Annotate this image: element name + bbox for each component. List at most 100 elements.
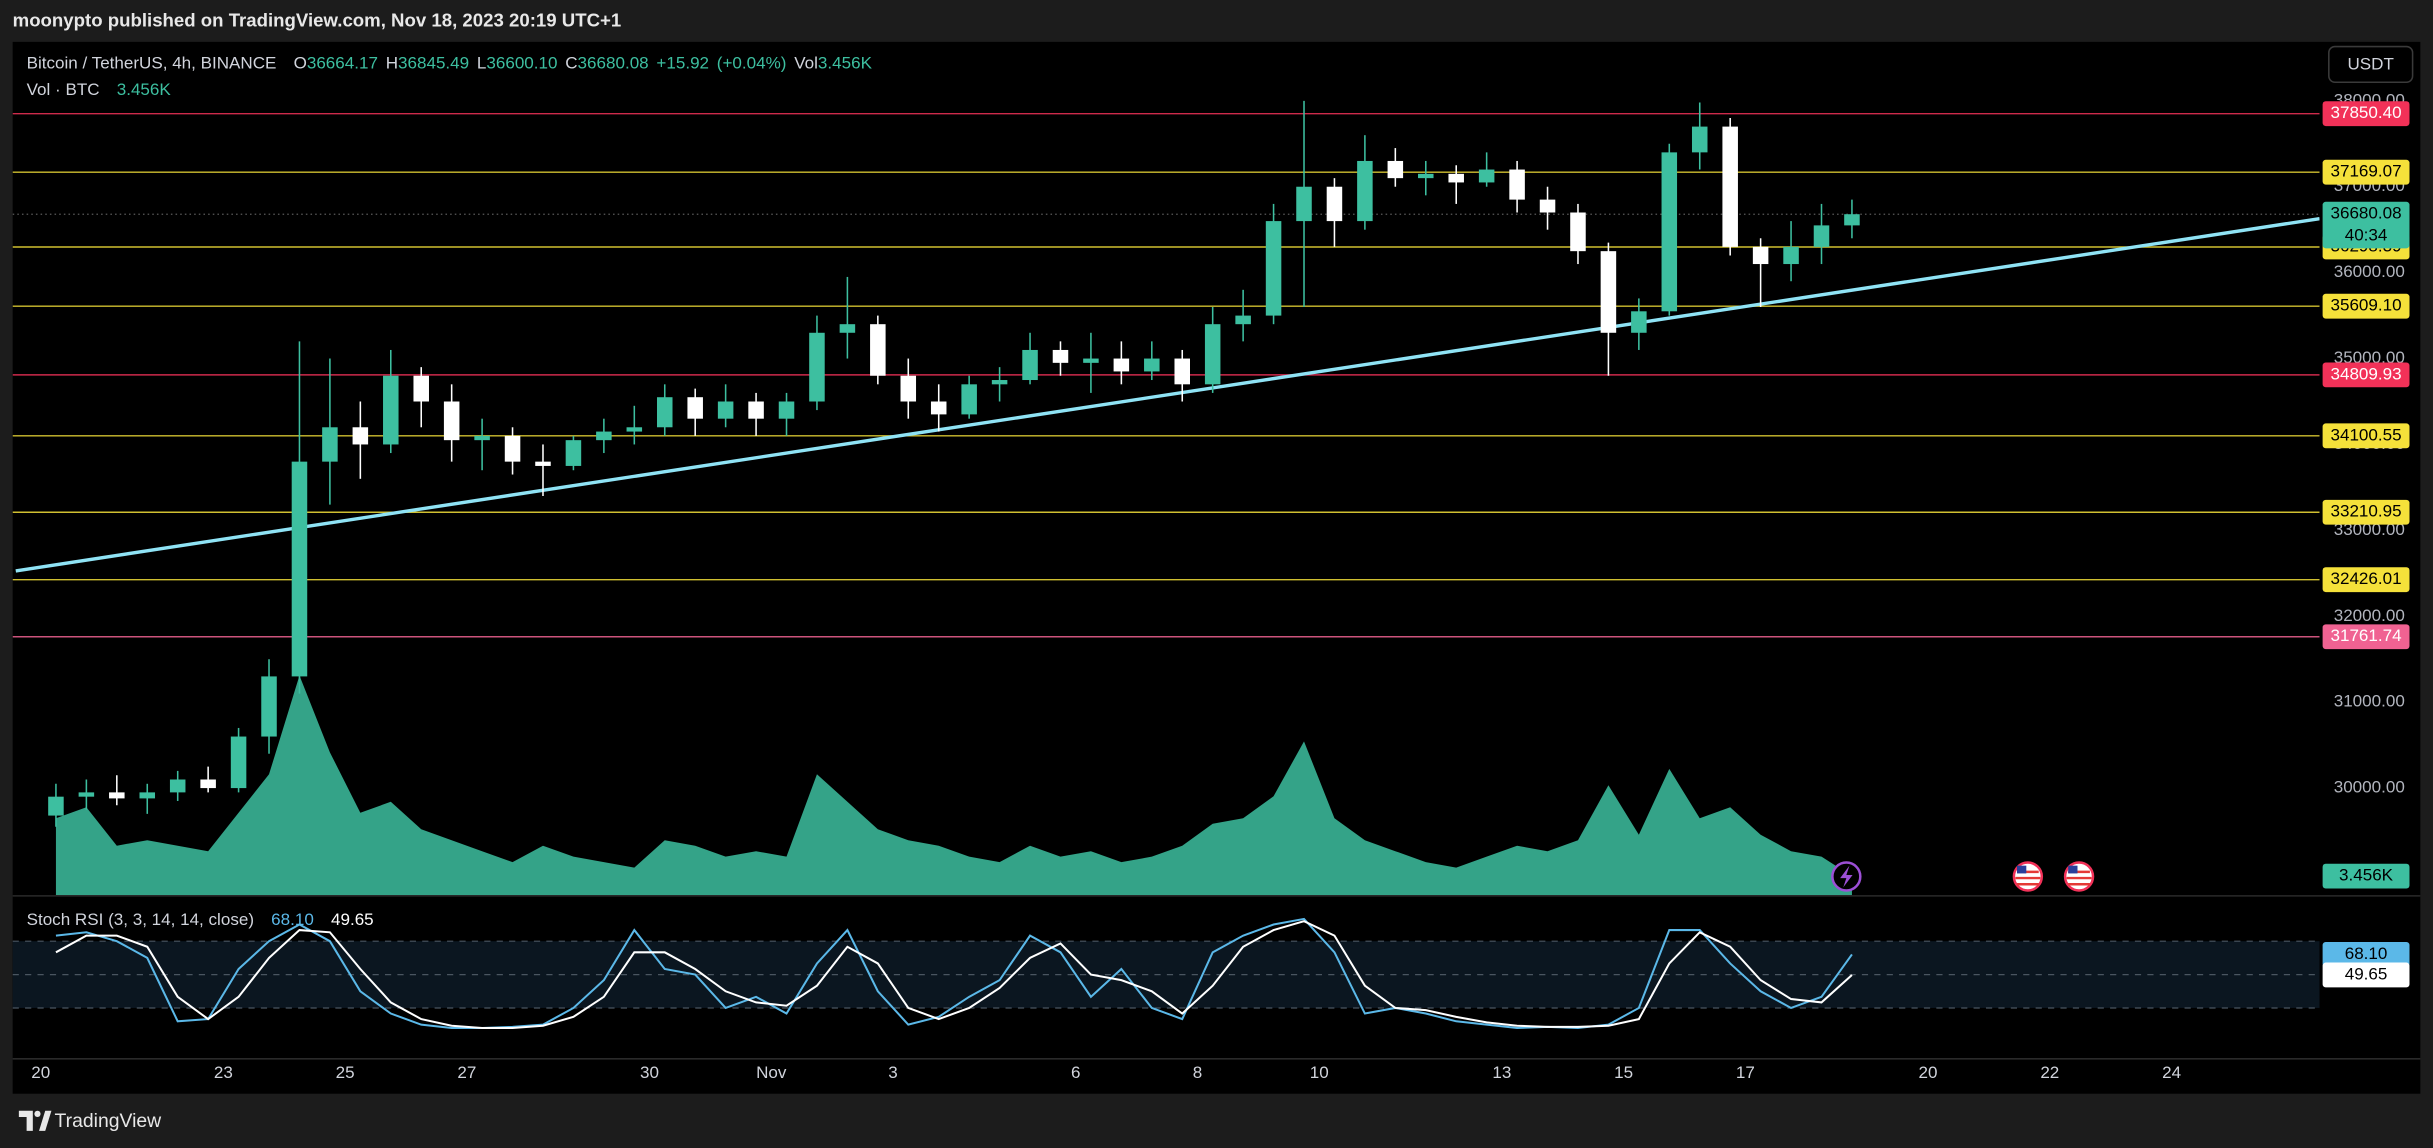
x-tick-label: 13 xyxy=(1492,1063,1511,1082)
level-label-box xyxy=(2322,101,2410,127)
candle-body xyxy=(991,380,1008,385)
candle-body xyxy=(1144,358,1160,372)
legend-prefix: Vol xyxy=(794,53,818,72)
candle-body xyxy=(535,461,551,466)
x-tick-label: 20 xyxy=(31,1063,50,1082)
candle-body xyxy=(1235,315,1251,325)
candle-body xyxy=(1631,311,1647,333)
candle-body xyxy=(322,427,338,462)
event-icons xyxy=(1831,861,2095,892)
logo-mark xyxy=(39,1110,52,1131)
stoch-line xyxy=(55,920,1853,1029)
lightning-bolt xyxy=(1840,865,1853,888)
candle-body xyxy=(1265,221,1282,316)
level-label-box xyxy=(2322,362,2410,388)
legend-value: (+0.04%) xyxy=(717,53,787,72)
x-tick-label: 23 xyxy=(214,1063,233,1082)
candle-body xyxy=(1509,169,1525,200)
stoch-label-box xyxy=(2322,942,2410,967)
candle-body xyxy=(748,401,764,419)
candle-body xyxy=(443,401,460,441)
candle-body xyxy=(413,375,429,402)
candle-body xyxy=(1691,126,1708,153)
legend-items: O36664.17 H36845.49 L36600.10 C36680.08 +15.… xyxy=(294,53,873,72)
last-price-sub: 40:34 xyxy=(2345,225,2388,244)
level-label-text: 37169.07 xyxy=(2330,162,2401,181)
y-tick-label: 36000.00 xyxy=(2334,262,2405,281)
candle-body xyxy=(1174,358,1191,385)
legend-value: 36664.17 xyxy=(307,53,378,72)
price-layer xyxy=(12,100,2320,827)
flag-canton xyxy=(2016,865,2027,874)
stoch-k-value: 68.10 xyxy=(271,909,314,928)
candle-body xyxy=(839,324,856,333)
flag-canton xyxy=(2068,865,2078,874)
last-price-box xyxy=(2322,201,2410,249)
candle-body xyxy=(1478,169,1495,183)
level-label-box xyxy=(2322,624,2410,650)
volume-title: Vol · BTC xyxy=(27,79,100,98)
candle-body xyxy=(1722,126,1738,247)
stoch-label-text: 49.65 xyxy=(2345,964,2388,983)
x-tick-label: 15 xyxy=(1614,1063,1633,1082)
level-label-text: 34100.55 xyxy=(2330,425,2401,444)
axis-layer: 30000.0031000.0032000.0033000.0034000.00… xyxy=(31,90,2410,1082)
candle-body xyxy=(717,401,734,419)
legend-line: Bitcoin / TetherUS, 4h, BINANCE O36664.1… xyxy=(27,53,873,72)
candle-body xyxy=(261,676,277,737)
level-label-text: 31761.74 xyxy=(2330,626,2401,645)
logo-dot xyxy=(34,1110,41,1117)
candle-body xyxy=(1783,246,1799,265)
level-label-box xyxy=(2322,159,2410,185)
candle-body xyxy=(1661,152,1678,312)
stoch-title: Stoch RSI (3, 3, 14, 14, close) xyxy=(27,909,254,928)
candle-body xyxy=(656,397,673,428)
stoch-band xyxy=(12,941,2320,1008)
candle-body xyxy=(1296,186,1312,222)
legend-value: 36845.49 xyxy=(398,53,469,72)
legend-value: 36680.08 xyxy=(578,53,649,72)
stoch-legend: Stoch RSI (3, 3, 14, 14, close) 68.10 49… xyxy=(27,909,374,928)
y-tick-label: 32000.00 xyxy=(2334,606,2405,625)
candle-body xyxy=(900,375,917,402)
candle-body xyxy=(1448,173,1464,183)
candle-body xyxy=(1813,225,1830,247)
x-tick-label: 27 xyxy=(457,1063,476,1082)
stoch-label-box xyxy=(2322,962,2410,988)
candle-body xyxy=(809,332,825,402)
publish-header: moonypto published on TradingView.com, N… xyxy=(13,10,622,31)
stoch-label-text: 68.10 xyxy=(2345,944,2388,963)
footer-brand: TradingView xyxy=(18,1110,162,1132)
candle-body xyxy=(961,384,977,415)
x-tick-label: 30 xyxy=(640,1063,659,1082)
candle-body xyxy=(474,435,490,441)
candle-body xyxy=(352,427,369,445)
legend-prefix: H xyxy=(386,53,398,72)
candle-body xyxy=(1204,324,1221,385)
currency-button[interactable] xyxy=(2328,45,2414,83)
candle-body xyxy=(1752,246,1769,265)
legend-symbol: Bitcoin / TetherUS, 4h, BINANCE xyxy=(27,53,277,72)
candle-body xyxy=(687,397,703,419)
candle-body xyxy=(48,796,64,816)
currency-label[interactable]: USDT xyxy=(2348,55,2395,74)
volume-label-box xyxy=(2322,863,2410,889)
volume-area xyxy=(55,675,1852,896)
candle-body xyxy=(1844,214,1860,226)
candle-body xyxy=(1022,349,1038,381)
stoch-d-value: 49.65 xyxy=(331,909,374,928)
candle-body xyxy=(78,792,95,797)
stoch-layer xyxy=(12,917,2320,1029)
level-label-text: 34809.93 xyxy=(2330,364,2401,383)
candle-body xyxy=(169,779,186,793)
candle-body xyxy=(139,792,156,799)
chart-panel xyxy=(12,41,2421,1094)
level-label-text: 35609.10 xyxy=(2330,296,2401,315)
x-tick-label: 8 xyxy=(1193,1063,1202,1082)
x-tick-label: 24 xyxy=(2162,1063,2181,1082)
candle-body xyxy=(565,440,582,466)
candle-body xyxy=(109,792,125,799)
volume-value: 3.456K xyxy=(117,79,172,98)
